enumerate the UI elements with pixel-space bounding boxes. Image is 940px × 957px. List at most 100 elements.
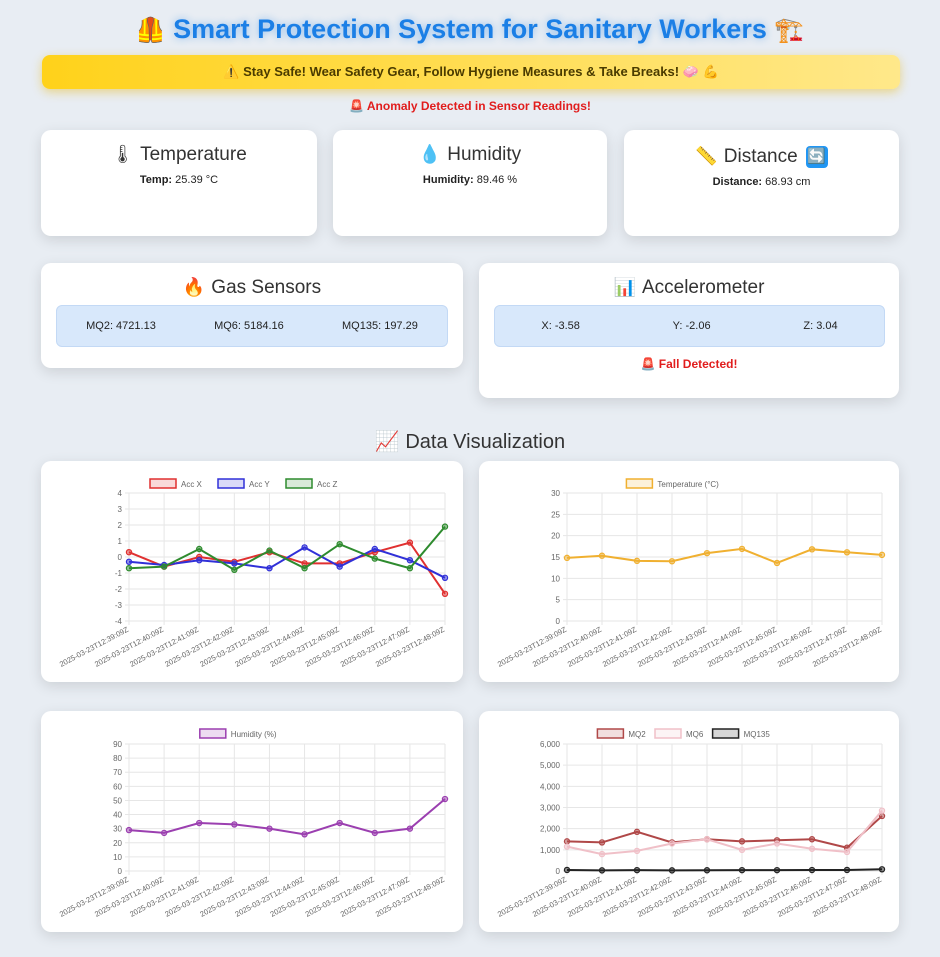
- bar-chart-icon: 📊: [613, 277, 636, 297]
- data-point: [563, 866, 571, 874]
- data-point: [633, 866, 641, 874]
- data-point: [441, 523, 449, 530]
- data-point: [598, 850, 606, 858]
- data-point: [196, 556, 203, 564]
- accelerometer-chart-card: Acc X Acc Y Acc Z 4 3 2 1 0 -1 -2 -3 -4 2025-03-23T1…: [41, 461, 463, 682]
- accelerometer-title: 📊 Accelerometer: [613, 277, 765, 298]
- data-point: [196, 819, 203, 827]
- y-tick-label: 40: [113, 811, 122, 820]
- data-point: [598, 867, 606, 874]
- series-line: [128, 525, 446, 571]
- gas-readings: MQ2: 4721.13 MQ6: 5184.16 MQ135: 197.29: [56, 305, 448, 347]
- data-point: [843, 866, 851, 874]
- data-point: [441, 590, 449, 597]
- construction-icon: 🏗️: [774, 17, 805, 44]
- data-point: [738, 838, 746, 845]
- temperature-value: 25.39 °C: [175, 174, 219, 186]
- data-point: [266, 825, 273, 832]
- temperature-card: 🌡 Temperature Temp: 25.39 °C: [41, 130, 317, 236]
- data-point: [738, 866, 746, 874]
- y-tick-label: 4,000: [540, 782, 561, 791]
- refresh-icon[interactable]: 🔄: [805, 146, 828, 168]
- data-point: [125, 558, 133, 566]
- legend-label: Acc X: [181, 480, 203, 489]
- anomaly-alert: 🚨 Anomaly Detected in Sensor Readings!: [349, 99, 591, 113]
- series-line: [566, 868, 883, 872]
- legend-label: Acc Z: [317, 480, 338, 489]
- data-point: [406, 539, 414, 546]
- data-point: [336, 540, 343, 548]
- y-tick-label: 10: [551, 574, 560, 583]
- data-point: [406, 825, 414, 832]
- data-point: [738, 545, 746, 553]
- legend-label: Temperature (°C): [657, 480, 719, 489]
- data-point: [371, 829, 378, 837]
- temperature-reading: Temp: 25.39 °C: [139, 174, 219, 186]
- data-point: [598, 552, 606, 559]
- data-point: [266, 547, 273, 554]
- legend-swatch: [625, 478, 654, 489]
- legend-swatch: [199, 728, 227, 739]
- data-point: [878, 807, 886, 814]
- data-point: [703, 867, 711, 874]
- temperature-chart-card: Temperature (°C) 30 25 20 15 10 5 0 2025-03-23T1…: [479, 461, 899, 682]
- data-point: [773, 559, 781, 567]
- data-point: [231, 560, 238, 567]
- y-tick-label: 3: [118, 505, 123, 514]
- data-point: [808, 546, 816, 553]
- droplet-icon: 💧: [418, 144, 442, 164]
- data-point: [441, 574, 449, 582]
- ruler-icon: 📏: [695, 146, 718, 167]
- data-point: [406, 564, 414, 572]
- data-point: [878, 866, 886, 873]
- data-point: [703, 549, 711, 557]
- data-point: [563, 554, 571, 562]
- y-tick-label: 6,000: [540, 740, 561, 749]
- data-point: [196, 545, 203, 553]
- humidity-card: 💧 Humidity Humidity: 89.46 %: [333, 130, 607, 236]
- y-tick-label: 0: [118, 867, 123, 876]
- y-tick-label: 15: [551, 553, 560, 562]
- data-point: [160, 563, 168, 570]
- safety-banner: ⚠️ Stay Safe! Wear Safety Gear, Follow H…: [42, 55, 900, 89]
- data-point: [808, 866, 816, 874]
- y-tick-label: 5: [556, 596, 561, 605]
- data-point: [773, 840, 781, 847]
- y-tick-label: 80: [113, 754, 122, 763]
- gas-chart: MQ2 MQ6 MQ135 6,000 5,000 4,000 3,000 2,000 1,00…: [496, 728, 886, 919]
- page-title-text: Smart Protection System for Sanitary Wor…: [173, 14, 767, 44]
- legend-label: MQ6: [686, 730, 704, 739]
- data-point: [668, 840, 676, 847]
- humidity-title: 💧 Humidity: [418, 144, 522, 165]
- mq2-reading: MQ2: 4721.13: [86, 320, 156, 332]
- accelerometer-card: 📊 Accelerometer X: -3.58 Y: -2.06 Z: 3.04…: [479, 263, 899, 398]
- y-tick-label: 0: [118, 553, 123, 562]
- y-tick-label: 20: [113, 839, 122, 848]
- legend-label: MQ2: [628, 730, 646, 739]
- x-tick-label: 2025-03-23T12:48:09Z: [374, 625, 446, 669]
- page-title: 🦺 Smart Protection System for Sanitary W…: [0, 14, 940, 45]
- y-tick-label: 3,000: [540, 804, 561, 813]
- temperature-chart: Temperature (°C)3025201510502025-03-23T1…: [496, 478, 886, 669]
- mq6-reading: MQ6: 5184.16: [214, 320, 284, 332]
- series-line: [566, 810, 883, 856]
- y-tick-label: 0: [556, 867, 561, 876]
- y-tick-label: 5,000: [540, 761, 561, 770]
- safety-vest-icon: 🦺: [135, 17, 166, 44]
- y-tick-label: -3: [115, 601, 123, 610]
- gas-chart-card: MQ2 MQ6 MQ135 6,000 5,000 4,000 3,000 2,000 1,00…: [479, 711, 899, 932]
- data-point: [878, 551, 886, 559]
- data-point: [668, 558, 676, 565]
- legend-swatch: [217, 478, 245, 489]
- data-point: [843, 549, 851, 556]
- legend-label: Acc Y: [249, 480, 270, 489]
- accel-z-reading: Z: 3.04: [803, 320, 838, 332]
- temperature-title: 🌡 Temperature: [111, 144, 247, 165]
- data-point: [633, 828, 641, 836]
- series-line: [128, 541, 446, 595]
- series-line: [566, 547, 883, 565]
- humidity-value: 89.46 %: [476, 174, 518, 186]
- data-point: [336, 819, 343, 827]
- accel-y-reading: Y: -2.06: [672, 320, 711, 332]
- data-point: [231, 821, 238, 828]
